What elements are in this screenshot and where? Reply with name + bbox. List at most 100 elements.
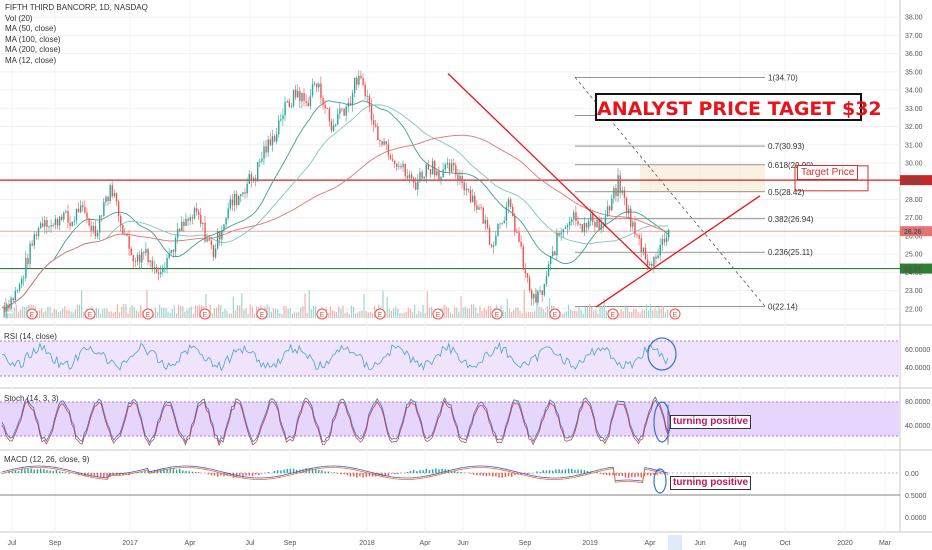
macd-histogram-bar [254, 473, 257, 475]
macd-histogram-bar [428, 469, 431, 473]
candle-body [366, 95, 369, 97]
volume-bar [519, 310, 521, 318]
price-tick-label: 28.00 [905, 197, 923, 204]
candle-body [39, 223, 42, 229]
candle-body [558, 232, 560, 235]
volume-bar [283, 305, 285, 318]
macd-histogram-bar [473, 473, 475, 475]
volume-bar [163, 307, 165, 318]
macd-histogram-bar [390, 473, 393, 474]
volume-bar [291, 313, 293, 318]
candle-body [434, 161, 436, 176]
stoch-d-line [1, 399, 669, 447]
volume-bar [296, 312, 298, 318]
volume-bar [599, 306, 601, 318]
candle-body [318, 83, 320, 88]
candle-body [495, 235, 497, 246]
candle-body [202, 222, 204, 225]
volume-bar [13, 307, 15, 318]
price-tick-label: 22.00 [905, 306, 923, 313]
candle-body [48, 226, 50, 228]
macd-histogram-bar [169, 468, 171, 473]
candle-body [440, 176, 442, 181]
volume-bar [563, 312, 565, 318]
candle-body [579, 224, 581, 225]
macd-histogram-bar [68, 473, 70, 474]
volume-bar [357, 312, 359, 318]
candle-body [343, 108, 345, 116]
macd-histogram-bar [365, 473, 367, 477]
candle-body [353, 77, 356, 93]
volume-bar [567, 304, 570, 318]
candle-body [174, 237, 177, 252]
macd-histogram-bar [409, 470, 412, 473]
candle-body [212, 244, 215, 258]
candle-body [288, 101, 291, 107]
volume-bar [422, 304, 424, 318]
volume-bar [302, 305, 304, 318]
volume-bar [338, 306, 340, 318]
volume-bar [188, 307, 190, 318]
volume-bar [348, 313, 350, 318]
candle-body [583, 223, 586, 232]
earnings-letter: E [673, 312, 678, 319]
earnings-circle [142, 308, 154, 320]
volume-bar [352, 306, 355, 318]
volume-bar [523, 290, 525, 318]
volume-bar [346, 311, 348, 318]
macd-histogram-bar [283, 469, 285, 473]
macd-histogram-bar [504, 473, 507, 477]
macd-histogram-bar [314, 469, 317, 473]
candle-body [107, 196, 109, 202]
volume-bar [55, 309, 57, 318]
candle-body [181, 221, 183, 232]
macd-histogram-bar [650, 473, 652, 476]
candle-body [33, 234, 36, 246]
level-badge-label: 26.26 [904, 229, 922, 236]
volume-bar [279, 313, 281, 318]
indicator-ma100: MA (100, close) [5, 34, 61, 44]
candle-body [246, 183, 248, 194]
macd-tick-label: 0.0000 [905, 515, 927, 522]
candle-body [79, 205, 82, 213]
price-tick-label: 31.00 [905, 142, 923, 149]
macd-histogram-bar [65, 472, 67, 473]
candle-body [44, 220, 46, 227]
volume-bar [654, 307, 656, 318]
earnings-marker: E [374, 308, 386, 320]
macd-histogram-bar [333, 472, 336, 473]
volume-bar [68, 309, 70, 318]
volume-bar [443, 304, 445, 318]
candle-body [18, 284, 21, 291]
macd-histogram-bar [659, 473, 661, 474]
volume-bar [626, 306, 629, 318]
volume-bar [57, 312, 60, 318]
volume-bar [165, 307, 167, 318]
macd-histogram-bar [160, 469, 162, 473]
volume-bar [664, 312, 667, 318]
volume-bar [369, 312, 371, 318]
candle-body [193, 208, 196, 219]
macd-histogram-bar [631, 473, 633, 478]
candle-body [394, 160, 396, 164]
macd-histogram-bar [220, 473, 222, 476]
candle-body [172, 250, 175, 252]
macd-histogram-bar [62, 471, 64, 473]
candle-body [313, 83, 316, 85]
volume-bar [477, 312, 479, 318]
macd-histogram-bar [368, 473, 371, 477]
volume-bar [156, 312, 159, 318]
volume-bar [40, 308, 43, 318]
candle-body [229, 199, 232, 209]
candle-body [166, 257, 168, 268]
candle-body [385, 141, 387, 145]
candle-body [543, 283, 546, 296]
candle-body [242, 192, 244, 195]
macd-histogram-bar [416, 471, 418, 473]
macd-tick-label: 0.00 [905, 471, 919, 478]
candle-body [410, 174, 413, 179]
candle-body [335, 124, 337, 126]
candle-body [436, 171, 438, 176]
macd-histogram-bar [406, 471, 409, 473]
